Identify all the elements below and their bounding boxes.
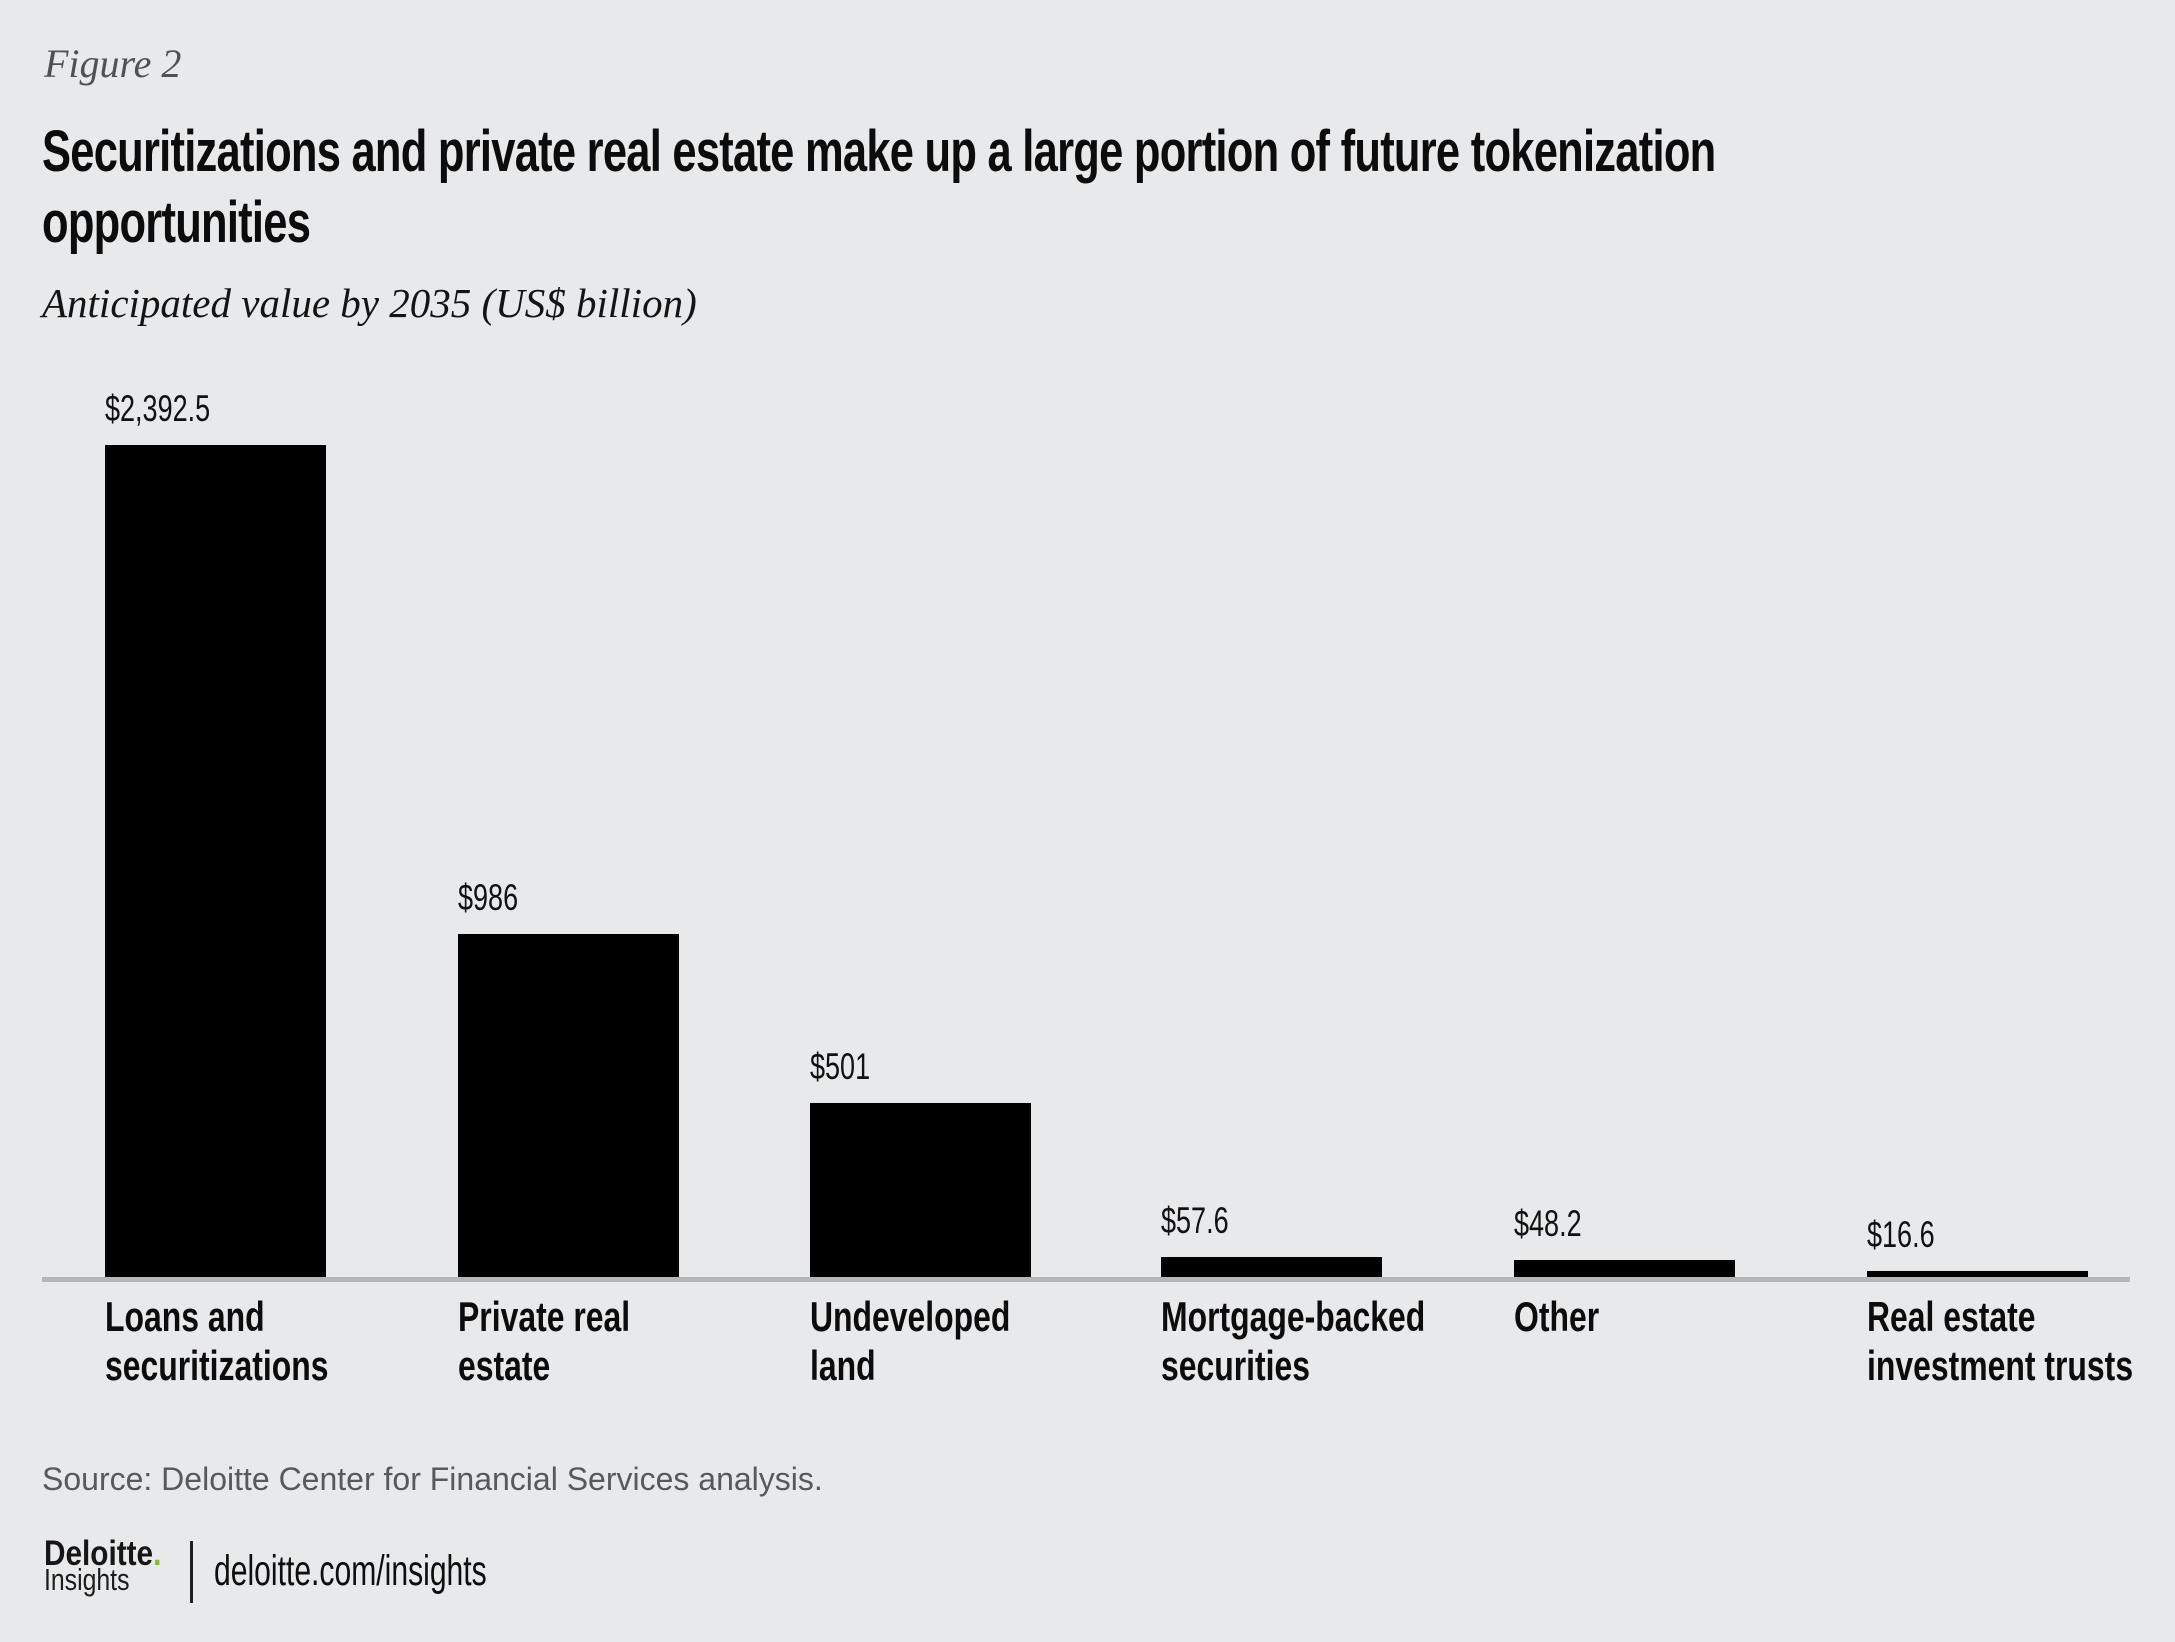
bar-value-label: $2,392.5: [105, 388, 211, 429]
bar-category-label-line: securitizations: [105, 1342, 329, 1389]
bar-category-label-line: investment trusts: [1867, 1342, 2134, 1389]
bar-category-label-line: Loans and: [105, 1293, 265, 1340]
source-line: Source: Deloitte Center for Financial Se…: [42, 1461, 823, 1497]
bar: [1161, 1257, 1382, 1277]
bar: [1514, 1260, 1735, 1277]
bar: [1867, 1271, 2088, 1277]
bar-category-label: Undeveloped land: [810, 1292, 1010, 1390]
chart-title: Securitizations and private real estate …: [42, 116, 1716, 258]
bar-category-label-line: Undeveloped: [810, 1293, 1011, 1340]
bar-value-label: $57.6: [1161, 1200, 1229, 1241]
bar-category-label-line: securities: [1161, 1342, 1311, 1389]
bar-category-label: Loans and securitizations: [105, 1292, 329, 1390]
bar-value-label: $48.2: [1514, 1203, 1582, 1244]
footer-url[interactable]: deloitte.com/insights: [214, 1547, 487, 1595]
x-axis-line: [42, 1277, 2130, 1282]
bar: [458, 934, 679, 1277]
bar-category-label-line: Private real: [458, 1293, 631, 1340]
bar-category-label-line: land: [810, 1342, 876, 1389]
bar-value-label: $501: [810, 1046, 871, 1087]
deloitte-logo: Deloitte.: [44, 1534, 161, 1574]
bar-category-label: Real estate investment trusts: [1867, 1292, 2133, 1390]
deloitte-logo-green-dot: .: [153, 1534, 162, 1573]
bar-category-label: Private real estate: [458, 1292, 630, 1390]
deloitte-logo-wordmark: Deloitte: [44, 1534, 154, 1573]
footer-divider: [190, 1541, 193, 1603]
bar-category-label-line: Other: [1514, 1293, 1600, 1340]
bar-category-label: Mortgage-backed securities: [1161, 1292, 1425, 1390]
chart-subtitle: Anticipated value by 2035 (US$ billion): [42, 280, 697, 326]
bar-value-label: $16.6: [1867, 1214, 1935, 1255]
bar-value-label: $986: [458, 877, 519, 918]
chart-title-line-1: Securitizations and private real estate …: [42, 119, 1716, 184]
bar: [810, 1103, 1031, 1277]
chart-title-line-2: opportunities: [42, 190, 311, 255]
bar: [105, 445, 326, 1277]
bar-category-label-line: Mortgage-backed: [1161, 1293, 1426, 1340]
deloitte-insights-label: Insights: [44, 1562, 130, 1597]
bar-category-label-line: Real estate: [1867, 1293, 2036, 1340]
bar-category-label-line: estate: [458, 1342, 551, 1389]
bar-category-label: Other: [1514, 1292, 1599, 1341]
figure-label: Figure 2: [44, 41, 182, 86]
